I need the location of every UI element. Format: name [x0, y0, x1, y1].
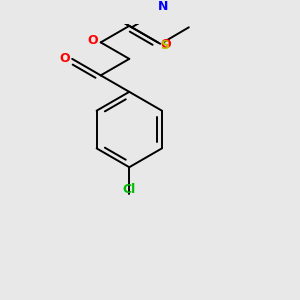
- Text: O: O: [88, 34, 98, 47]
- Text: O: O: [59, 52, 70, 65]
- Text: O: O: [160, 38, 171, 51]
- Text: Cl: Cl: [123, 183, 136, 196]
- Text: S: S: [160, 39, 169, 52]
- Text: N: N: [158, 0, 168, 13]
